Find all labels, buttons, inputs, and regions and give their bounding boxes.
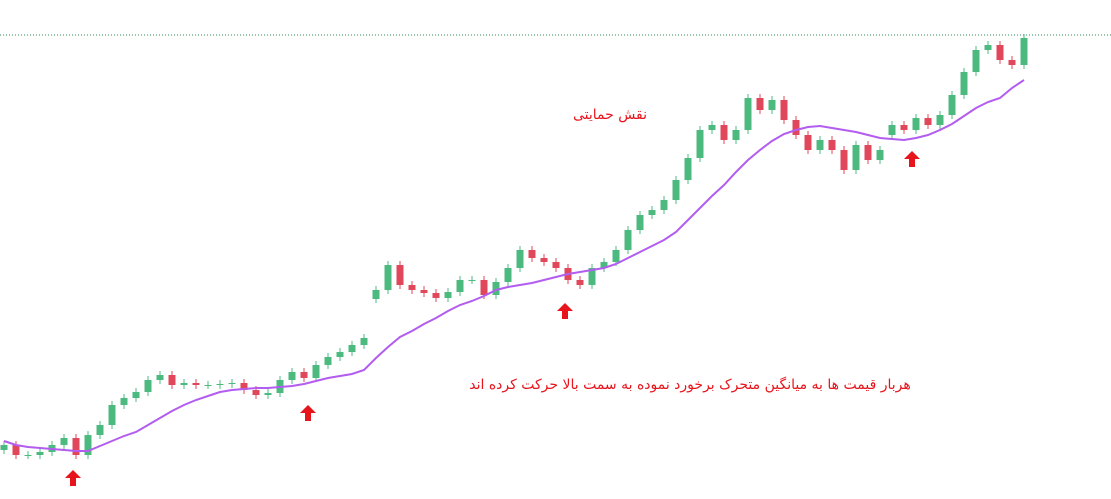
support-arrows bbox=[65, 151, 920, 486]
candle-body bbox=[624, 230, 632, 250]
candle-body bbox=[492, 282, 500, 295]
candle-body bbox=[1020, 38, 1028, 65]
candle-body bbox=[204, 385, 212, 386]
candle-body bbox=[468, 280, 476, 281]
arrow bbox=[300, 405, 316, 421]
candle-body bbox=[504, 268, 512, 282]
candle-body bbox=[480, 280, 488, 295]
candle-body bbox=[888, 125, 896, 135]
candle-body bbox=[552, 262, 560, 268]
candle-body bbox=[636, 215, 644, 230]
candle-body bbox=[516, 250, 524, 268]
candle-body bbox=[360, 338, 368, 345]
candle-body bbox=[384, 265, 392, 290]
arrow bbox=[904, 151, 920, 167]
candle-body bbox=[108, 405, 116, 425]
candle-body bbox=[744, 98, 752, 130]
candle-body bbox=[792, 120, 800, 135]
candle-body bbox=[288, 372, 296, 380]
candle-body bbox=[612, 250, 620, 262]
candle-body bbox=[12, 445, 20, 455]
candle-body bbox=[300, 372, 308, 378]
candle-body bbox=[156, 375, 164, 380]
candle-body bbox=[804, 135, 812, 150]
candle-body bbox=[780, 100, 788, 120]
candle-body bbox=[192, 383, 200, 385]
candle-body bbox=[528, 250, 536, 258]
candle-body bbox=[588, 268, 596, 285]
candle-body bbox=[120, 398, 128, 405]
candle-body bbox=[756, 98, 764, 110]
candle-body bbox=[408, 285, 416, 290]
annotation: هربار قیمت ها به میانگین متحرک برخورد نم… bbox=[469, 376, 911, 393]
candle-body bbox=[684, 158, 692, 180]
candle-body bbox=[540, 258, 548, 262]
candle-body bbox=[0, 445, 8, 450]
candle-body bbox=[240, 383, 248, 390]
candle-body bbox=[432, 293, 440, 298]
candle-body bbox=[696, 130, 704, 158]
candle-body bbox=[600, 262, 608, 268]
annotation: نقش حمایتی bbox=[573, 107, 647, 123]
candle-body bbox=[348, 345, 356, 352]
candle-body bbox=[24, 455, 32, 456]
candle-body bbox=[864, 145, 872, 160]
candle-body bbox=[816, 140, 824, 150]
candle-body bbox=[948, 95, 956, 115]
candle-body bbox=[132, 392, 140, 398]
candle-body bbox=[840, 150, 848, 170]
candle-body bbox=[84, 435, 92, 455]
candle-body bbox=[996, 45, 1004, 60]
candle-body bbox=[372, 290, 380, 299]
candle-body bbox=[264, 393, 272, 395]
candle-body bbox=[960, 72, 968, 95]
candle-body bbox=[876, 150, 884, 160]
candle-body bbox=[180, 383, 188, 385]
candle-body bbox=[396, 265, 404, 285]
candle-body bbox=[768, 100, 776, 110]
candle-body bbox=[708, 125, 716, 130]
candle-body bbox=[312, 365, 320, 378]
candle-body bbox=[924, 118, 932, 125]
arrow bbox=[65, 470, 81, 486]
candle-body bbox=[444, 292, 452, 298]
moving-average bbox=[3, 79, 1025, 452]
candle-body bbox=[456, 280, 464, 292]
candle-body bbox=[168, 375, 176, 385]
candle-body bbox=[972, 50, 980, 72]
candle-body bbox=[60, 438, 68, 445]
candle-body bbox=[324, 357, 332, 365]
candle-body bbox=[660, 200, 668, 210]
candle-body bbox=[252, 390, 260, 395]
candle-body bbox=[984, 45, 992, 50]
candle-body bbox=[144, 380, 152, 392]
candle-body bbox=[936, 115, 944, 125]
candle-body bbox=[216, 384, 224, 385]
candle-body bbox=[672, 180, 680, 200]
candle-body bbox=[828, 140, 836, 150]
candle-body bbox=[900, 125, 908, 130]
candle-body bbox=[72, 438, 80, 455]
candle-body bbox=[1008, 60, 1016, 65]
candle-body bbox=[720, 125, 728, 140]
candle-body bbox=[336, 352, 344, 357]
candle-body bbox=[36, 452, 44, 455]
candle-body bbox=[96, 425, 104, 435]
candle-body bbox=[420, 290, 428, 293]
candle-body bbox=[228, 383, 236, 384]
candle-body bbox=[576, 280, 584, 285]
arrow bbox=[557, 303, 573, 319]
candle-body bbox=[648, 210, 656, 215]
candle-body bbox=[852, 145, 860, 170]
candle-body bbox=[732, 130, 740, 140]
candle-body bbox=[912, 118, 920, 130]
